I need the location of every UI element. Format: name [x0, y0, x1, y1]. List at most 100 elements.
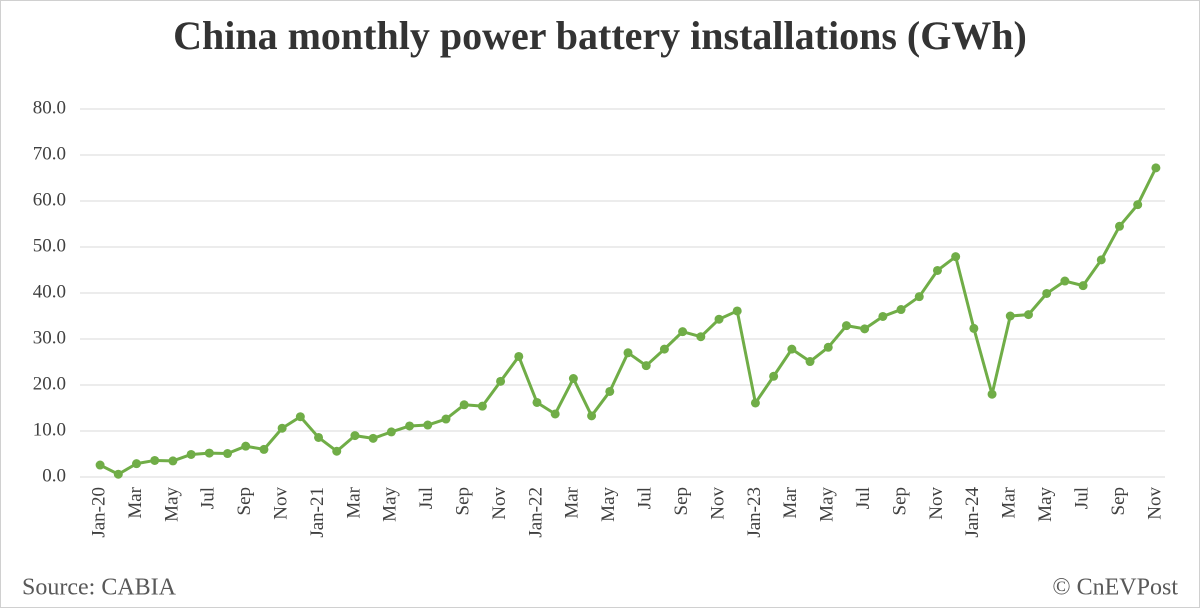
x-tick-label: Nov — [1144, 487, 1165, 520]
x-tick-label: Jul — [635, 487, 656, 509]
x-tick-label: Sep — [671, 487, 692, 516]
data-point — [350, 431, 360, 441]
data-point — [750, 398, 760, 408]
x-tick-label: Jan-22 — [525, 487, 546, 538]
data-point — [641, 361, 651, 371]
data-point — [823, 342, 833, 352]
x-tick-label: Jul — [416, 487, 437, 509]
data-point — [186, 449, 196, 459]
data-point — [587, 411, 597, 421]
data-point — [368, 433, 378, 443]
x-tick-label: May — [1035, 487, 1056, 522]
y-tick-label: 60.0 — [33, 189, 66, 210]
data-point — [1060, 276, 1070, 286]
data-point — [168, 456, 178, 466]
data-point — [805, 357, 815, 367]
x-tick-label: Jul — [198, 487, 219, 509]
data-point — [550, 409, 560, 419]
x-tick-label: Sep — [234, 487, 255, 516]
data-point — [914, 292, 924, 302]
data-point — [732, 306, 742, 316]
data-point — [696, 332, 706, 342]
data-point — [332, 446, 342, 456]
source-note: Source: CABIA — [22, 575, 177, 601]
data-point — [405, 421, 415, 431]
data-point — [1023, 310, 1033, 320]
x-tick-label: Mar — [999, 486, 1020, 518]
x-tick-label: Mar — [780, 486, 801, 518]
x-tick-label: Nov — [707, 487, 728, 520]
x-tick-label: Jan-21 — [307, 487, 328, 538]
data-point — [277, 423, 287, 433]
y-tick-label: 50.0 — [33, 235, 66, 256]
data-point — [787, 344, 797, 354]
x-tick-label: Sep — [453, 487, 474, 516]
x-tick-label: Sep — [889, 487, 910, 516]
data-point — [932, 265, 942, 275]
data-point — [1005, 311, 1015, 321]
data-point — [496, 376, 506, 386]
data-point — [969, 323, 979, 333]
data-point — [605, 386, 615, 396]
y-tick-label: 10.0 — [33, 419, 66, 440]
x-tick-label: Mar — [562, 486, 583, 518]
x-tick-label: Jan-24 — [962, 487, 983, 538]
x-tick-label: Nov — [926, 487, 947, 520]
data-point — [1096, 255, 1106, 265]
data-point — [386, 427, 396, 437]
data-point — [241, 441, 251, 451]
data-point — [113, 469, 123, 479]
x-tick-label: Jan-20 — [88, 487, 109, 538]
x-tick-label: Jul — [1071, 487, 1092, 509]
data-point — [714, 314, 724, 324]
x-tick-label: Nov — [489, 487, 510, 520]
data-point — [896, 305, 906, 315]
y-tick-label: 0.0 — [42, 465, 66, 486]
x-tick-label: Jul — [853, 487, 874, 509]
data-point — [259, 444, 269, 454]
data-point — [568, 374, 578, 384]
y-tick-label: 70.0 — [33, 143, 66, 164]
data-point — [987, 389, 997, 399]
data-point — [150, 455, 160, 465]
y-tick-label: 40.0 — [33, 281, 66, 302]
data-point — [878, 311, 888, 321]
x-tick-label: Jan-23 — [744, 487, 765, 538]
data-point — [769, 371, 779, 381]
x-tick-label: May — [598, 487, 619, 522]
data-point — [132, 459, 142, 469]
data-point — [295, 412, 305, 422]
data-point — [951, 252, 961, 262]
chart-title: China monthly power battery installation… — [173, 13, 1027, 58]
x-tick-label: Sep — [1108, 487, 1129, 516]
data-point — [1114, 221, 1124, 231]
data-point — [678, 327, 688, 337]
data-point — [423, 420, 433, 430]
data-point — [1042, 288, 1052, 298]
data-point — [314, 432, 324, 442]
data-point — [441, 414, 451, 424]
x-tick-label: May — [161, 487, 182, 522]
data-point — [1133, 200, 1143, 210]
y-tick-label: 80.0 — [33, 97, 66, 118]
data-point — [204, 448, 214, 458]
x-tick-label: May — [380, 487, 401, 522]
x-tick-label: May — [817, 487, 838, 522]
data-point — [514, 351, 524, 361]
x-tick-label: Nov — [270, 487, 291, 520]
data-point — [841, 321, 851, 331]
y-tick-label: 20.0 — [33, 373, 66, 394]
data-point — [1151, 163, 1161, 173]
data-point — [1078, 281, 1088, 291]
x-tick-label: Mar — [125, 486, 146, 518]
x-tick-label: Mar — [343, 486, 364, 518]
data-point — [459, 400, 469, 410]
data-point — [223, 449, 233, 459]
data-point — [659, 344, 669, 354]
data-point — [623, 348, 633, 358]
data-point — [532, 397, 542, 407]
data-point — [477, 401, 487, 411]
